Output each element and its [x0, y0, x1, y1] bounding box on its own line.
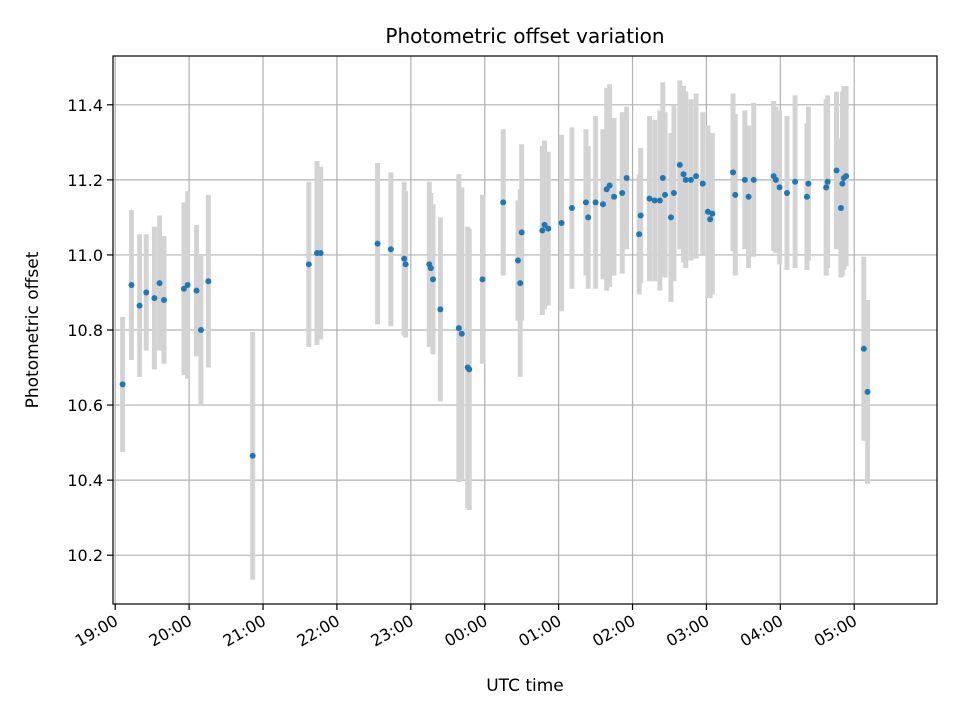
data-point	[662, 191, 669, 198]
data-point	[824, 178, 831, 185]
data-point	[741, 176, 748, 183]
y-tick-label: 10.4	[67, 471, 103, 490]
data-point	[707, 216, 714, 223]
y-tick-label: 11.2	[67, 171, 103, 190]
data-point	[517, 280, 524, 287]
data-point	[803, 193, 810, 200]
y-tick-label: 11.4	[67, 96, 103, 115]
data-point	[541, 221, 548, 228]
data-point	[317, 250, 324, 257]
data-point	[792, 178, 799, 185]
data-point	[833, 167, 840, 174]
data-point	[582, 199, 589, 206]
data-point	[143, 289, 150, 296]
data-point	[437, 306, 444, 313]
data-point	[545, 225, 552, 232]
x-axis-label: UTC time	[486, 676, 564, 696]
data-point	[680, 171, 687, 178]
data-point	[455, 325, 462, 332]
data-point	[860, 345, 867, 352]
data-point	[539, 227, 546, 234]
data-point	[656, 197, 663, 204]
data-point	[180, 285, 187, 292]
y-tick-label: 10.6	[67, 396, 103, 415]
data-point	[518, 229, 525, 236]
data-points	[119, 161, 871, 459]
data-point	[823, 184, 830, 191]
data-point	[745, 193, 752, 200]
data-point	[156, 280, 163, 287]
data-point	[805, 180, 812, 187]
data-point	[667, 214, 674, 221]
data-point	[568, 205, 575, 212]
data-point	[402, 261, 409, 268]
data-point	[479, 276, 486, 283]
data-point	[709, 210, 716, 217]
data-point	[599, 201, 606, 208]
data-point	[730, 169, 737, 176]
data-point	[864, 388, 871, 395]
data-point	[837, 205, 844, 212]
data-point	[843, 173, 850, 180]
data-point	[636, 231, 643, 238]
data-point	[750, 176, 757, 183]
data-point	[687, 176, 694, 183]
data-point	[128, 281, 135, 288]
data-point	[623, 174, 630, 181]
data-point	[646, 195, 653, 202]
data-point	[670, 190, 677, 196]
data-point	[197, 327, 204, 333]
data-point	[184, 281, 191, 288]
data-point	[592, 199, 599, 206]
y-tick-label: 10.8	[67, 321, 103, 340]
data-point	[119, 381, 126, 388]
data-point	[151, 295, 158, 302]
y-tick-label: 11.0	[67, 246, 103, 265]
data-point	[699, 180, 706, 187]
data-point	[305, 261, 312, 268]
data-point	[401, 255, 408, 262]
data-point	[606, 182, 613, 189]
data-point	[374, 240, 381, 247]
data-point	[776, 184, 783, 191]
data-point	[205, 278, 212, 285]
data-point	[458, 330, 465, 337]
data-point	[136, 302, 143, 309]
data-point	[839, 180, 846, 187]
y-axis-label: Photometric offset	[23, 251, 43, 408]
chart-title: Photometric offset variation	[385, 24, 664, 48]
data-point	[732, 191, 739, 198]
data-point	[558, 220, 565, 227]
data-point	[387, 246, 394, 253]
data-point	[500, 199, 507, 206]
data-point	[429, 276, 436, 283]
data-point	[514, 257, 521, 264]
data-point	[772, 176, 779, 183]
y-tick-label: 10.2	[67, 546, 103, 565]
data-point	[651, 197, 658, 204]
data-point	[466, 366, 473, 373]
data-point	[676, 161, 683, 168]
data-point	[637, 212, 644, 219]
data-point	[783, 190, 790, 196]
data-point	[193, 287, 200, 294]
data-point	[682, 176, 689, 183]
data-point	[427, 265, 434, 272]
data-point	[160, 296, 167, 303]
data-point	[249, 452, 256, 459]
data-point	[693, 173, 700, 180]
data-point	[611, 193, 618, 200]
data-point	[659, 174, 666, 181]
data-point	[585, 214, 592, 221]
data-point	[619, 190, 626, 196]
